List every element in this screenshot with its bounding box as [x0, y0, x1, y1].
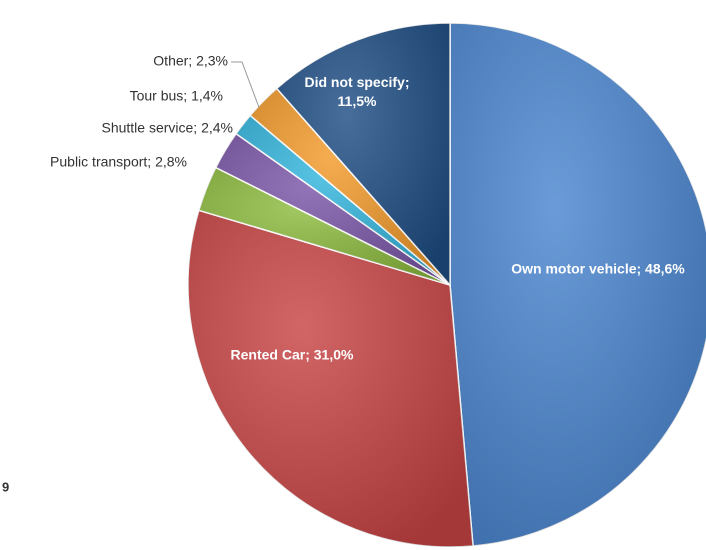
data-label: Other; 2,3%	[153, 53, 228, 69]
data-label: Tour bus; 1,4%	[130, 88, 223, 104]
data-label: Shuttle service; 2,4%	[101, 120, 233, 136]
pie	[187, 22, 706, 548]
page-number: 9	[2, 479, 9, 494]
data-label: Rented Car; 31,0%	[231, 347, 354, 363]
leader-line	[231, 61, 260, 108]
data-label: Own motor vehicle; 48,6%	[511, 261, 685, 277]
data-label: Public transport; 2,8%	[50, 154, 187, 170]
pie-slice	[449, 22, 706, 547]
data-label: Did not specify; 11,5%	[304, 74, 409, 109]
